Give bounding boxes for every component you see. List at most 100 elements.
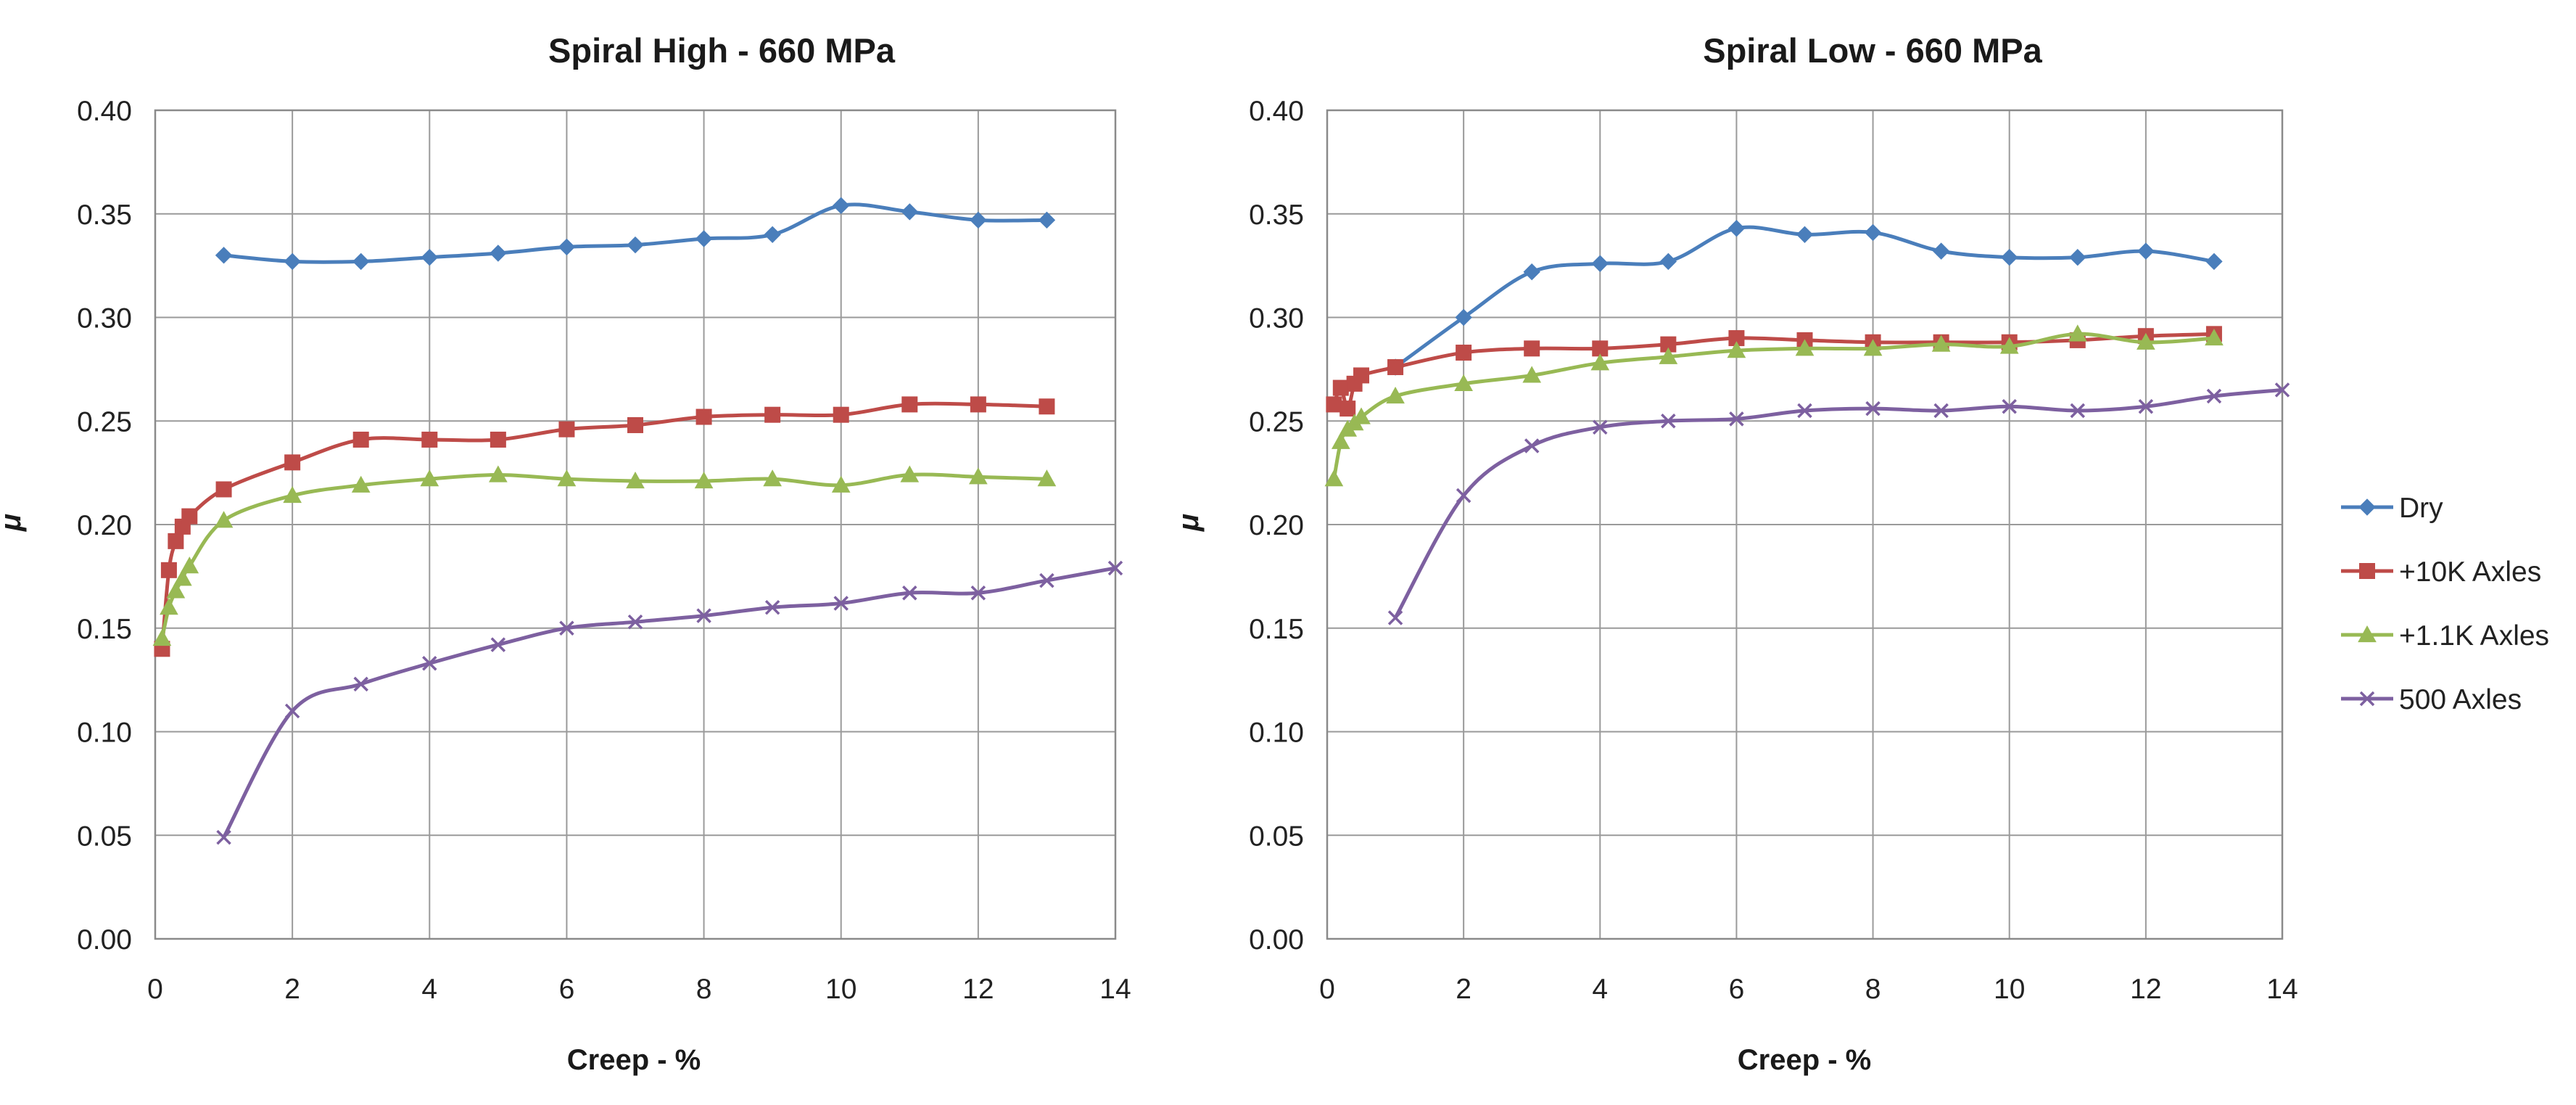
tick-labels: 0.00 0.05 0.10 0.15 0.20 0.25 0.30 0.35 0.40 0 2 4 6… [1249,96,2298,1005]
data-point [764,599,780,615]
data-point [1456,488,1471,504]
y-tick-label: 0.30 [77,303,132,334]
data-point [970,585,986,601]
legend-entry-500-axles: 500 Axles [2341,684,2522,715]
x-tick-label: 12 [962,974,994,1005]
data-point [1659,347,1678,364]
data-point [181,508,198,525]
y-tick-label: 0.35 [77,200,132,231]
legend-label: +1.1K Axles [2399,620,2549,652]
chart-title: Spiral Low - 660 MPa [1703,31,2042,70]
data-point [1456,345,1472,361]
legend-label: 500 Axles [2399,684,2522,715]
x-tick-label: 2 [284,974,300,1005]
data-point [558,421,575,438]
data-point [1037,469,1057,487]
legend-entry-dry: Dry [2341,493,2443,524]
x-tick-label: 6 [1729,974,1745,1005]
data-point [558,238,576,256]
data-point [2137,242,2155,260]
series-dry [1387,220,2223,376]
data-point [180,556,199,574]
data-point [215,247,233,264]
data-point [1865,400,1881,416]
data-point [214,511,234,528]
series-layer [1324,220,2290,625]
y-tick-label: 0.35 [1249,200,1304,231]
legend-entry-1-1k-axles: +1.1K Axles [2341,620,2549,652]
data-point [833,197,850,215]
data-point [1332,379,1349,396]
data-point [2205,252,2223,271]
data-point [833,596,849,611]
legend-label: Dry [2399,493,2443,524]
data-point [1863,339,1883,356]
legend-marker [2359,691,2375,707]
data-point [1387,359,1404,376]
y-tick-label: 0.25 [1249,406,1304,438]
data-point [1727,220,1746,237]
series-line-500-axles [222,566,1118,839]
data-point [1454,374,1473,391]
y-axis-label: μ [1173,514,1205,532]
data-point [283,486,302,504]
series-500-axles [1387,382,2290,625]
data-point [559,620,574,636]
data-point [2069,248,2086,266]
y-tick-label: 0.00 [1249,924,1304,956]
data-point [627,614,643,630]
data-point [1795,339,1815,356]
data-point [152,628,172,646]
y-tick-label: 0.20 [77,510,132,541]
tick-labels: 0.00 0.05 0.10 0.15 0.20 0.25 0.30 0.35 0.40 0 2 4 6… [77,96,1131,1005]
y-tick-label: 0.40 [1249,96,1304,127]
data-point [970,396,986,413]
data-point [1039,572,1054,588]
data-point [1932,242,1950,260]
series-line-10k-axles [160,401,1049,651]
data-point [1661,414,1676,429]
y-tick-label: 0.20 [1249,510,1304,541]
data-point [352,431,369,448]
data-point [284,252,301,271]
data-point [1331,432,1350,449]
series-1-1k-axles [152,465,1057,646]
series-10k-axles [154,396,1055,657]
data-point [901,396,918,413]
y-tick-label: 0.30 [1249,303,1304,334]
data-point [696,608,711,623]
data-point [489,465,508,482]
series-line-500-axles [1393,387,2284,620]
data-point [1931,334,1951,352]
data-point [490,431,506,448]
data-point [1864,223,1882,242]
data-point [1326,396,1342,413]
y-tick-label: 0.40 [77,96,132,127]
series-500-axles [216,560,1123,845]
data-point [2068,324,2087,342]
y-tick-label: 0.10 [77,718,132,749]
y-tick-label: 0.05 [1249,821,1304,852]
chart-title: Spiral High - 660 MPa [548,31,896,70]
x-tick-label: 8 [696,974,712,1005]
x-tick-label: 0 [1319,974,1335,1005]
legend-marker [2358,498,2376,516]
x-tick-label: 14 [2266,974,2298,1005]
data-point [2002,399,2017,414]
x-tick-label: 10 [825,974,856,1005]
data-point [1339,400,1356,417]
data-point [902,585,917,601]
data-point [1591,255,1609,272]
data-point [1038,211,1056,229]
data-point [168,533,184,549]
data-point [626,472,645,489]
y-tick-label: 0.15 [1249,614,1304,645]
data-point [1999,337,2019,354]
data-point [284,703,300,719]
plot-frame [154,109,1117,940]
data-point [1729,411,1744,427]
data-point [2070,403,2086,419]
data-point [1727,341,1746,358]
x-tick-label: 4 [421,974,437,1005]
